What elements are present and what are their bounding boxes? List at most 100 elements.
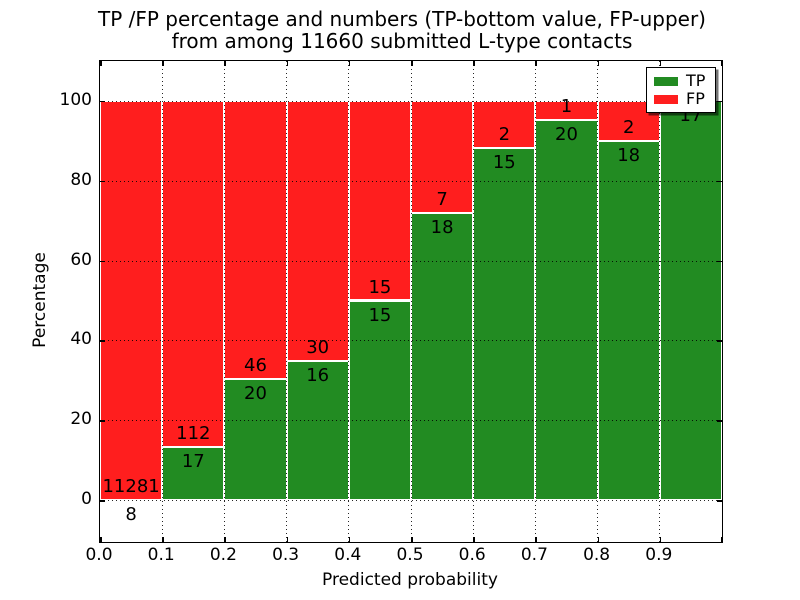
bar-segment-tp [659,100,722,501]
legend-label-fp: FP [686,89,705,108]
bar-segment-fp [348,100,411,301]
bar-segment-tp [411,212,474,501]
x-tick-label: 0.8 [583,545,611,565]
bar-segment-tp [162,447,225,501]
v-gridline [410,61,412,542]
v-gridline [597,61,599,542]
x-tick-label: 0.0 [85,545,113,565]
x-tick-mark [473,61,475,66]
x-tick-mark [720,61,722,66]
x-tick-mark [348,537,351,542]
x-tick-mark [659,537,662,542]
bar-segment-tp [286,361,349,501]
y-tick-mark [100,340,105,342]
bar-count-label-fp: 2 [622,116,635,138]
bar-count-label-tp: 17 [181,451,205,473]
x-tick-mark [286,537,289,542]
x-tick-mark [411,61,413,66]
bar-count-label-tp: 8 [125,503,137,525]
bar-labels-layer: 11281 8 112 17 46 20 30 16 15 15 7 18 2 15 1 20 2 18 17 [100,61,722,542]
y-tick-mark [100,180,105,183]
x-tick-mark [100,61,102,66]
y-tick-mark [717,100,722,103]
plot-area: 11281 8 112 17 46 20 30 16 15 15 7 18 2 15 1 20 2 18 17 TP… [99,60,723,543]
bar-count-label-fp: 30 [306,337,330,359]
bar-count-label-tp: 16 [306,365,330,387]
bar-segment-tp [224,379,287,501]
bar-count-label-fp: 11281 [102,475,160,497]
x-tick-label: 0.5 [396,545,424,565]
legend-item-tp: TP [654,73,708,89]
y-tick-mark [717,260,722,263]
x-tick-mark [720,537,722,542]
x-tick-label: 0.6 [458,545,486,565]
y-tick-label: 40 [70,329,92,350]
bar-count-label-fp: 112 [176,423,211,445]
chart-title-line2: from among 11660 submitted L-type contac… [171,29,633,53]
v-gridline [223,61,225,542]
bar-count-label-tp: 18 [430,216,454,238]
x-tick-label: 0.3 [272,545,300,565]
y-tick-mark [717,340,722,342]
y-tick-mark [100,100,105,103]
legend: TP FP [646,67,716,113]
x-tick-mark [162,61,164,66]
bar-count-label-fp: 1 [560,95,573,117]
bar-count-label-tp: 20 [555,123,578,145]
bar-count-label-tp: 15 [492,151,516,173]
x-tick-label: 0.1 [147,545,175,565]
v-gridline [348,61,350,542]
bar-count-label-tp: 15 [368,304,392,326]
y-tick-label: 20 [70,409,92,430]
bar-count-label-fp: 15 [368,276,392,298]
x-tick-label: 0.9 [645,545,673,565]
y-tick-mark [717,180,722,183]
v-gridline [286,61,288,542]
y-tick-mark [717,420,722,422]
y-tick-mark [100,260,105,263]
y-tick-label: 0 [81,489,92,510]
y-tick-label: 80 [70,169,92,190]
chart-title-line1: TP /FP percentage and numbers (TP-bottom… [98,7,706,31]
bar-segment-fp [100,100,163,500]
x-tick-mark [100,537,102,542]
x-tick-mark [162,537,164,542]
v-gridline [161,61,163,542]
v-gridline [659,61,661,542]
x-tick-mark [348,61,351,66]
bar-segment-fp [224,100,287,380]
v-gridline [534,61,536,542]
x-tick-mark [597,537,600,542]
legend-item-fp: FP [654,91,708,107]
gridlines-layer [100,61,722,542]
x-tick-mark [535,537,537,542]
x-tick-mark [535,61,537,66]
bar-count-label-fp: 46 [244,355,267,377]
x-tick-mark [286,61,289,66]
bars-layer [100,61,722,542]
bar-count-label-fp: 2 [498,123,511,145]
tick-marks-layer [100,61,722,542]
x-tick-label: 0.7 [520,545,548,565]
chart-title: TP /FP percentage and numbers (TP-bottom… [91,8,713,52]
x-tick-mark [224,61,226,66]
legend-swatch-tp-icon [654,76,678,86]
bar-count-label-fp: 7 [436,188,448,210]
bar-segment-tp [473,147,536,501]
bar-segment-tp [535,119,598,501]
y-tick-label: 60 [70,249,92,270]
bar-segment-fp [286,100,349,362]
x-axis-label: Predicted probability [322,570,498,590]
bar-segment-fp [473,100,536,148]
bar-segment-tp [348,300,411,501]
legend-label-tp: TP [686,71,706,90]
x-tick-mark [659,61,662,66]
bar-segment-fp [411,100,474,213]
x-tick-mark [597,61,600,66]
x-tick-mark [411,537,413,542]
bar-count-label-tp: 18 [617,144,641,166]
x-tick-mark [224,537,226,542]
bar-segment-tp [597,140,660,501]
bar-count-label-tp: 20 [244,383,267,405]
